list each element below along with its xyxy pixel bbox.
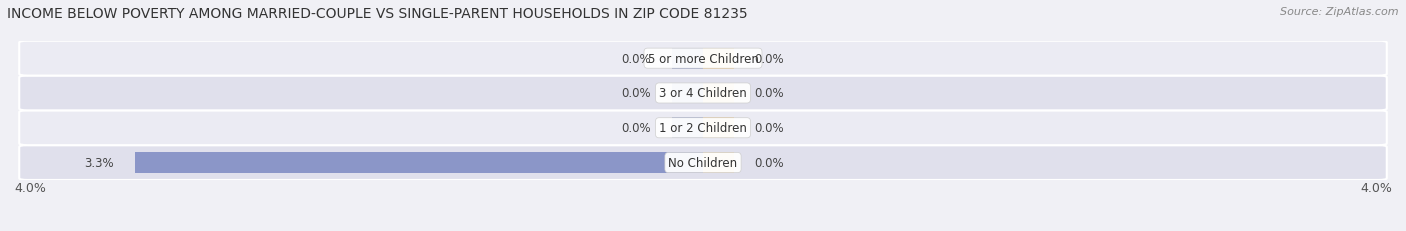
Bar — [135, 152, 703, 173]
Bar — [703, 83, 734, 104]
Bar — [703, 152, 734, 173]
Text: 3 or 4 Children: 3 or 4 Children — [659, 87, 747, 100]
Bar — [703, 49, 734, 69]
FancyBboxPatch shape — [20, 76, 1386, 111]
Bar — [672, 83, 703, 104]
Text: 0.0%: 0.0% — [755, 87, 785, 100]
FancyBboxPatch shape — [20, 111, 1386, 146]
Text: 0.0%: 0.0% — [621, 122, 651, 135]
Bar — [703, 118, 734, 139]
Bar — [703, 118, 734, 139]
Text: 0.0%: 0.0% — [755, 52, 785, 65]
Text: INCOME BELOW POVERTY AMONG MARRIED-COUPLE VS SINGLE-PARENT HOUSEHOLDS IN ZIP COD: INCOME BELOW POVERTY AMONG MARRIED-COUPL… — [7, 7, 748, 21]
FancyBboxPatch shape — [20, 146, 1386, 180]
Bar — [672, 49, 703, 69]
Text: 0.0%: 0.0% — [621, 52, 651, 65]
Bar — [703, 49, 734, 69]
Text: 0.0%: 0.0% — [755, 156, 785, 169]
Text: No Children: No Children — [668, 156, 738, 169]
FancyBboxPatch shape — [20, 42, 1386, 76]
Bar — [703, 83, 734, 104]
Text: 5 or more Children: 5 or more Children — [648, 52, 758, 65]
Text: 3.3%: 3.3% — [84, 156, 114, 169]
Text: 0.0%: 0.0% — [755, 122, 785, 135]
Text: 4.0%: 4.0% — [1360, 181, 1392, 194]
Bar — [672, 49, 703, 69]
Bar — [672, 118, 703, 139]
Bar — [135, 152, 703, 173]
Text: 1 or 2 Children: 1 or 2 Children — [659, 122, 747, 135]
Text: 0.0%: 0.0% — [621, 87, 651, 100]
Bar — [672, 83, 703, 104]
Bar — [672, 118, 703, 139]
Text: 4.0%: 4.0% — [14, 181, 46, 194]
Bar — [703, 152, 734, 173]
Text: Source: ZipAtlas.com: Source: ZipAtlas.com — [1281, 7, 1399, 17]
Bar — [672, 152, 703, 173]
